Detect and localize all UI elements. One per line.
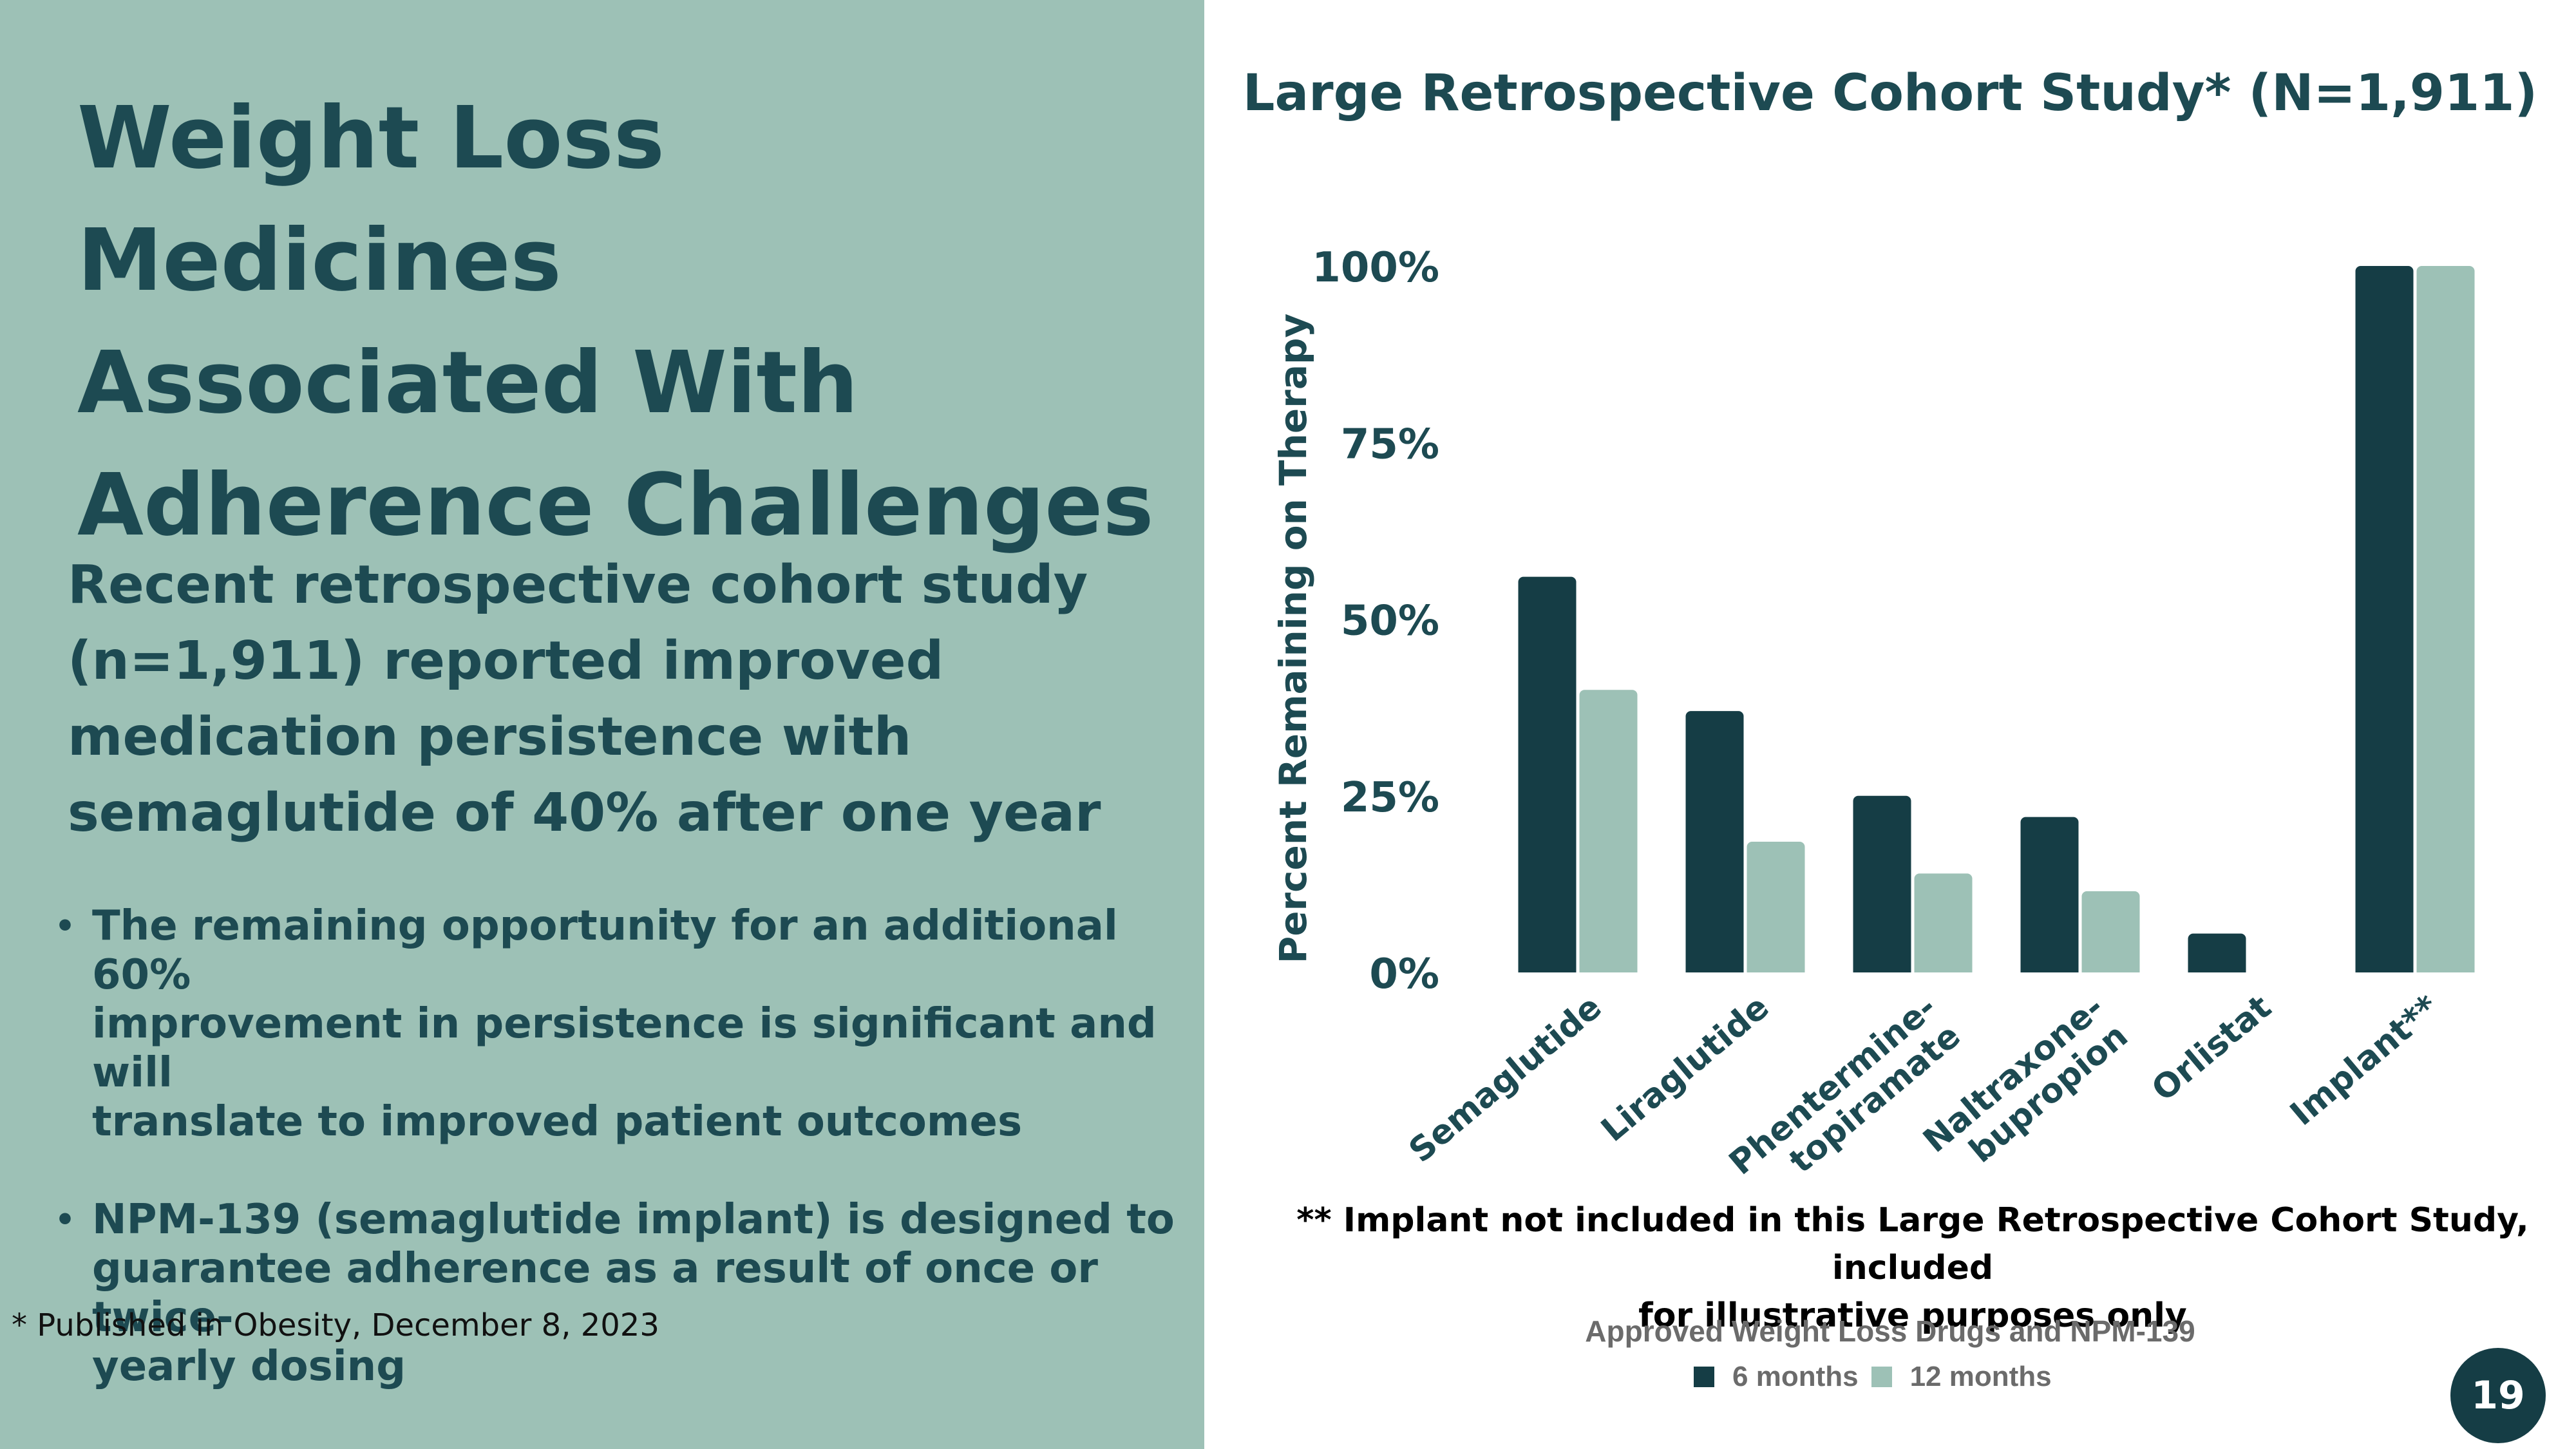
bullet-line: guarantee adherence as a result of once … [92,1245,1098,1341]
bar-base [2416,966,2475,972]
lead-statement: Recent retrospective cohort study (n=1,9… [68,547,1162,851]
slide-title-line: Adherence Challenges [77,456,1154,555]
bar [2355,266,2414,972]
lead-line: semaglutide of 40% after one year [68,782,1101,844]
bullet-dot: • [55,1201,75,1238]
x-tick-label-line: Implant** [2283,988,2446,1133]
bar-base [1747,966,1805,972]
bar-base [2355,966,2414,972]
bar [1579,690,1638,972]
bar [1685,711,1744,972]
bar [1914,873,1973,972]
footnote: * Published in Obesity, December 8, 2023 [12,1307,659,1343]
legend-swatch-6-months [1694,1367,1714,1387]
x-tick-label: Orlistat [2145,988,2278,1109]
bar [1518,576,1577,972]
legend-item-12-months: 12 months [1871,1361,2052,1393]
x-tick-label-line: Semaglutide [1402,988,1609,1170]
bar [1747,842,1805,972]
chart-note-line: for illustrative purposes only [1638,1296,2187,1335]
y-tick-label: 25% [1341,774,1439,822]
chart-note: ** Implant not included in this Large Re… [1294,1197,2531,1340]
bar-base [2020,966,2079,972]
lead-line: (n=1,911) reported improved [68,630,944,692]
x-tick-label: Naltraxone-bupropion [1916,988,2135,1185]
bullet-line: improvement in persistence is significan… [92,1000,1157,1097]
x-tick-label-line: Orlistat [2145,988,2278,1109]
x-tick-label: Implant** [2283,988,2446,1133]
y-tick-label: 50% [1341,598,1439,645]
chart-x-axis-title: Approved Weight Loss Drugs and NPM-139 [1585,1314,2195,1348]
bullet-line: yearly dosing [92,1343,406,1390]
bar-base [1685,966,1744,972]
bar [2416,266,2475,972]
lead-line: medication persistence with [68,706,912,768]
bar-base [2188,966,2246,972]
bar [1853,795,1911,972]
bar-base [1914,966,1973,972]
legend-swatch-12-months [1871,1367,1892,1387]
slide-title-line: Weight Loss Medicines [77,89,665,310]
chart-title: Large Retrospective Cohort Study* (N=1,9… [1242,64,2538,122]
y-tick-label: 100% [1312,244,1439,292]
bullet-dot: • [55,907,75,945]
slide-title-line: Associated With [77,334,858,433]
bullet-item: • The remaining opportunity for an addit… [48,902,1182,1146]
chart-note-line: ** Implant not included in this Large Re… [1296,1201,2529,1287]
left-panel: Weight Loss Medicines Associated With Ad… [0,0,1204,1449]
chart-legend: 6 months 12 months [1694,1358,2065,1396]
bar-chart: Percent Remaining on Therapy 0% 25% 50% 75% 1… [1271,244,2475,1185]
slide-title: Weight Loss Medicines Associated With Ad… [77,77,1172,567]
x-tick-label: Semaglutide [1402,988,1609,1170]
bar [2188,933,2246,972]
bar-base [1853,966,1911,972]
bar [2020,817,2079,972]
x-tick-label-line: Liraglutide [1594,988,1776,1150]
bullet-line: NPM-139 (semaglutide implant) is designe… [92,1196,1175,1244]
bullet-line: The remaining opportunity for an additio… [92,902,1118,999]
bullet-line: translate to improved patient outcomes [92,1098,1023,1146]
bar-base [2081,966,2140,972]
legend-item-6-months: 6 months [1694,1361,1859,1393]
legend-label: 6 months [1732,1361,1859,1392]
y-tick-label: 75% [1341,421,1439,468]
bullet-item: • NPM-139 (semaglutide implant) is desig… [48,1195,1182,1391]
x-tick-label: Liraglutide [1594,988,1776,1150]
y-tick-label: 0% [1369,951,1439,998]
bullet-list: • The remaining opportunity for an addit… [48,902,1182,1440]
legend-label: 12 months [1909,1361,2052,1392]
page-number-badge: 19 [2450,1348,2546,1443]
y-axis-label: Percent Remaining on Therapy [1271,314,1315,964]
bar [2081,891,2140,972]
lead-line: Recent retrospective cohort study [68,554,1088,616]
bar-base [1579,966,1638,972]
bar-base [1518,966,1577,972]
